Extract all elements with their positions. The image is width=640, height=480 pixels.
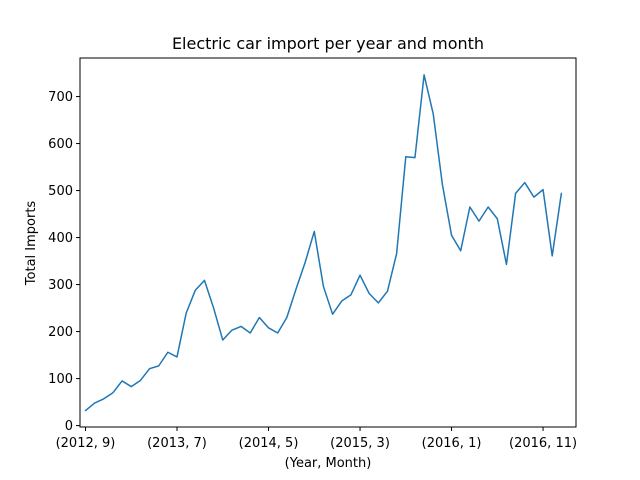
x-tick-label: (2016, 11) xyxy=(509,436,577,451)
y-tick-label: 100 xyxy=(48,372,73,387)
x-tick-label: (2015, 3) xyxy=(330,436,390,451)
x-tick-label: (2014, 5) xyxy=(239,436,299,451)
x-tick-label: (2016, 1) xyxy=(422,436,482,451)
y-tick-label: 400 xyxy=(48,231,73,246)
x-tick-label: (2012, 9) xyxy=(56,436,116,451)
series-line xyxy=(84,74,563,412)
y-axis: 0 100 200 300 400 500 600 700 xyxy=(48,90,80,434)
x-axis: (2012, 9) (2013, 7) (2014, 5) (2015, 3) (201… xyxy=(56,427,577,451)
y-axis-label: Total Imports xyxy=(24,201,39,287)
plot-area xyxy=(79,57,577,428)
y-tick-label: 600 xyxy=(48,137,73,152)
y-tick-label: 200 xyxy=(48,325,73,340)
x-tick-label: (2013, 7) xyxy=(147,436,207,451)
y-tick-label: 700 xyxy=(48,90,73,105)
y-tick-label: 0 xyxy=(65,419,73,434)
y-tick-label: 300 xyxy=(48,278,73,293)
chart-title: Electric car import per year and month xyxy=(172,34,484,53)
x-axis-label: (Year, Month) xyxy=(285,456,372,471)
y-tick-label: 500 xyxy=(48,184,73,199)
